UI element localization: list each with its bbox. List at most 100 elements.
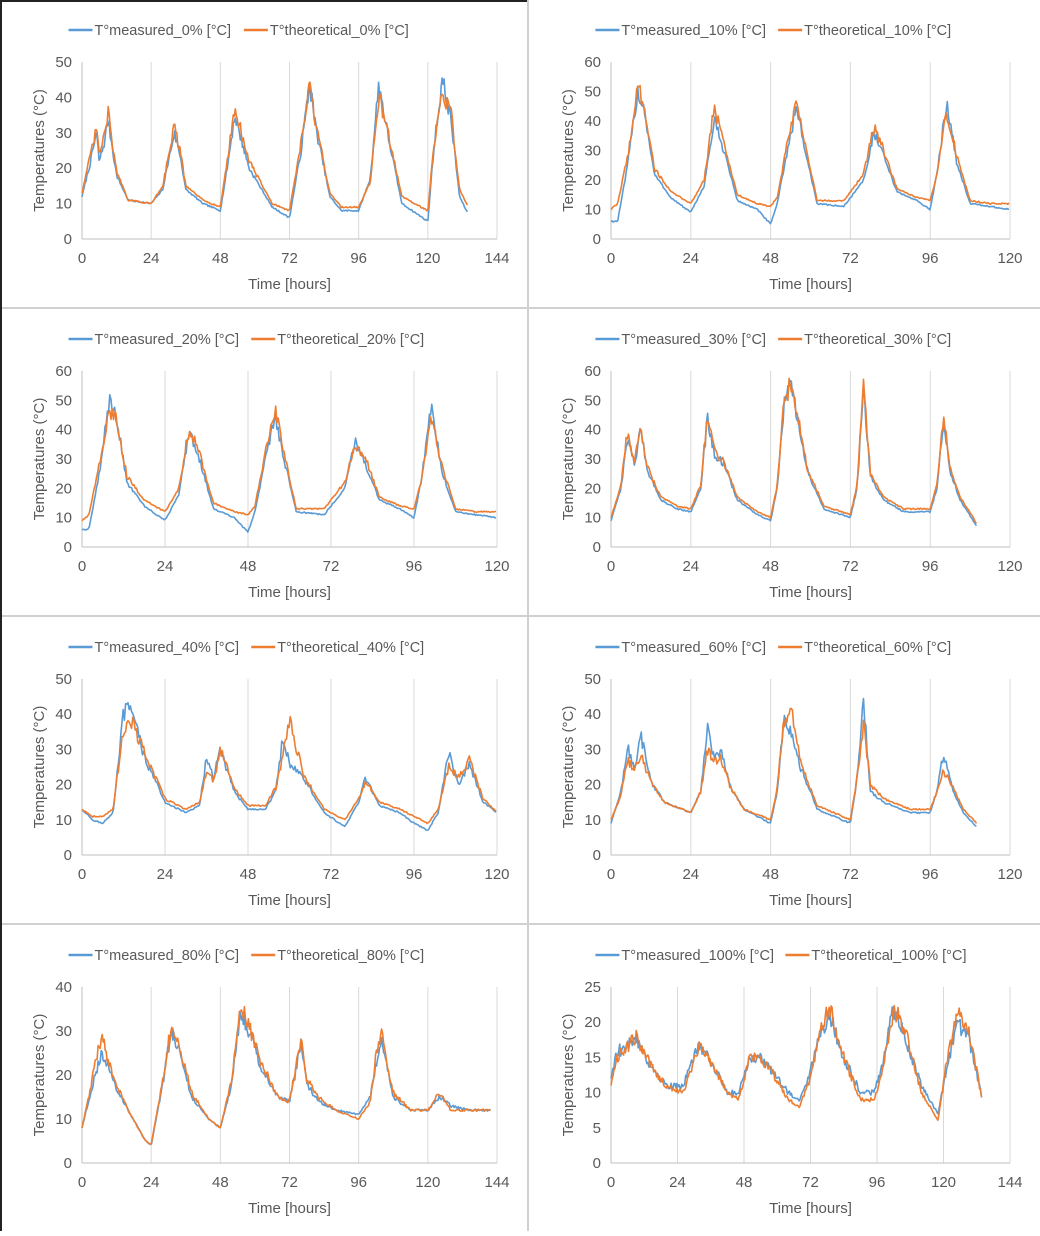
legend-item-measured: T°measured_100% [°C] <box>595 948 774 964</box>
y-tick-label: 60 <box>584 54 601 71</box>
series-line-theoretical <box>610 707 978 824</box>
series-line-theoretical <box>81 405 497 522</box>
legend-label: T°measured_100% [°C] <box>621 948 774 964</box>
y-tick-label: 30 <box>584 741 601 758</box>
series-line-theoretical <box>610 377 978 524</box>
panel-divider-horizontal-2 <box>0 615 1040 617</box>
legend-label: T°measured_40% [°C] <box>95 640 240 656</box>
y-tick-label: 0 <box>593 1155 601 1172</box>
y-tick-label: 60 <box>584 363 601 380</box>
x-tick-label: 72 <box>281 1174 298 1191</box>
y-axis-title: Temperatures (°C) <box>31 1014 48 1137</box>
chart-panel-3: T°measured_30% [°C] T°theoretical_30% [°C… <box>529 309 1040 615</box>
y-tick-label: 30 <box>55 741 72 758</box>
gridlines <box>164 371 498 547</box>
series-line-theoretical <box>81 1005 491 1146</box>
series-line-theoretical <box>610 1004 983 1121</box>
x-tick-label: 72 <box>842 866 859 883</box>
legend-item-theoretical: T°theoretical_10% [°C] <box>778 23 951 39</box>
x-tick-label: 96 <box>869 1174 886 1191</box>
y-tick-label: 40 <box>55 422 72 439</box>
x-axis-title: Time [hours] <box>248 1200 331 1217</box>
chart-0: T°measured_0% [°C] T°theoretical_0% [°C] 0… <box>31 23 510 293</box>
y-tick-label: 0 <box>64 231 72 248</box>
series-line-measured <box>610 1006 983 1115</box>
chart-panel-1: T°measured_10% [°C] T°theoretical_10% [°C… <box>529 0 1040 307</box>
x-tick-label: 96 <box>922 866 939 883</box>
chart-panel-7: T°measured_100% [°C] T°theoretical_100% [… <box>529 925 1040 1231</box>
y-tick-label: 0 <box>64 1155 72 1172</box>
series-line-measured <box>81 77 468 222</box>
y-tick-label: 0 <box>593 539 601 556</box>
x-tick-label: 72 <box>323 558 340 575</box>
x-axis-title: Time [hours] <box>769 892 852 909</box>
legend-label: T°theoretical_60% [°C] <box>804 640 951 656</box>
legend-label: T°theoretical_0% [°C] <box>270 23 409 39</box>
x-tick-label: 120 <box>415 1174 440 1191</box>
y-tick-label: 10 <box>55 812 72 829</box>
y-tick-label: 10 <box>55 1111 72 1128</box>
x-tick-label: 96 <box>406 866 423 883</box>
x-tick-label: 48 <box>736 1174 753 1191</box>
y-axis-title: Temperatures (°C) <box>560 706 577 829</box>
x-axis-title: Time [hours] <box>769 584 852 601</box>
y-tick-label: 40 <box>55 89 72 106</box>
legend-label: T°measured_20% [°C] <box>95 332 240 348</box>
x-tick-label: 72 <box>802 1174 819 1191</box>
legend-label: T°theoretical_20% [°C] <box>277 332 424 348</box>
y-tick-label: 15 <box>584 1049 601 1066</box>
y-tick-label: 5 <box>593 1120 601 1137</box>
gridlines <box>150 62 498 239</box>
legend-item-theoretical: T°theoretical_40% [°C] <box>251 640 424 656</box>
y-axis-title: Temperatures (°C) <box>31 398 48 521</box>
y-tick-label: 40 <box>584 113 601 130</box>
y-tick-label: 40 <box>584 422 601 439</box>
y-tick-label: 10 <box>584 812 601 829</box>
y-tick-label: 0 <box>64 847 72 864</box>
legend: T°measured_80% [°C] T°theoretical_80% [°C… <box>68 948 424 964</box>
legend-item-measured: T°measured_40% [°C] <box>68 640 240 656</box>
legend-item-theoretical: T°theoretical_30% [°C] <box>778 332 951 348</box>
legend-item-measured: T°measured_20% [°C] <box>68 332 240 348</box>
x-tick-label: 0 <box>607 1174 615 1191</box>
x-tick-label: 0 <box>607 558 615 575</box>
y-axis-title: Temperatures (°C) <box>560 398 577 521</box>
y-tick-label: 50 <box>584 392 601 409</box>
x-tick-label: 24 <box>682 558 699 575</box>
legend-label: T°measured_10% [°C] <box>621 23 766 39</box>
x-tick-label: 96 <box>406 558 423 575</box>
chart-panel-4: T°measured_40% [°C] T°theoretical_40% [°C… <box>0 617 527 923</box>
x-tick-label: 96 <box>350 250 367 267</box>
legend: T°measured_0% [°C] T°theoretical_0% [°C] <box>68 23 409 39</box>
y-tick-label: 30 <box>584 143 601 160</box>
y-tick-label: 20 <box>55 777 72 794</box>
y-tick-label: 20 <box>584 1014 601 1031</box>
x-tick-label: 24 <box>682 866 699 883</box>
y-tick-label: 50 <box>584 84 601 101</box>
panel-divider-horizontal-3 <box>0 923 1040 925</box>
series-line-measured <box>81 394 497 533</box>
x-axis-title: Time [hours] <box>769 1200 852 1217</box>
frame-top-border <box>0 0 527 2</box>
x-tick-label: 144 <box>997 1174 1022 1191</box>
legend: T°measured_40% [°C] T°theoretical_40% [°C… <box>68 640 424 656</box>
x-tick-label: 24 <box>682 250 699 267</box>
x-tick-label: 120 <box>484 866 509 883</box>
y-tick-label: 10 <box>584 510 601 527</box>
x-tick-label: 72 <box>842 558 859 575</box>
y-tick-label: 10 <box>584 202 601 219</box>
y-tick-label: 20 <box>55 160 72 177</box>
y-tick-label: 40 <box>584 706 601 723</box>
y-axis-title: Temperatures (°C) <box>31 89 48 212</box>
series-line-measured <box>610 379 978 527</box>
series-line-measured <box>610 87 1009 225</box>
y-tick-label: 30 <box>55 1023 72 1040</box>
legend-label: T°measured_60% [°C] <box>621 640 766 656</box>
series-line-theoretical <box>81 715 497 825</box>
legend-label: T°theoretical_30% [°C] <box>804 332 951 348</box>
gridlines <box>164 679 498 855</box>
y-tick-label: 40 <box>55 979 72 996</box>
legend: T°measured_60% [°C] T°theoretical_60% [°C… <box>595 640 951 656</box>
x-tick-label: 48 <box>240 558 257 575</box>
x-axis-title: Time [hours] <box>248 276 331 293</box>
